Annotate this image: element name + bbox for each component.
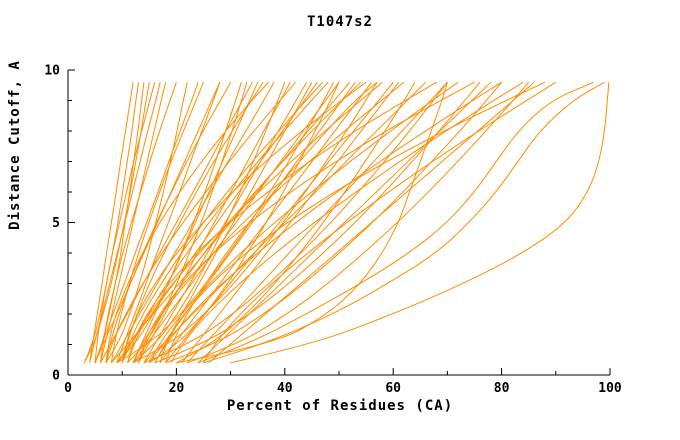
- model-curve: [105, 81, 296, 363]
- x-tick-label: 60: [385, 381, 401, 396]
- model-curve: [143, 81, 448, 364]
- model-curve: [132, 82, 259, 364]
- model-curve: [89, 82, 161, 363]
- model-curve: [105, 82, 188, 364]
- model-curve: [230, 82, 610, 364]
- model-curve: [143, 81, 307, 364]
- model-curve: [127, 82, 248, 364]
- x-tick-label: 80: [494, 381, 510, 396]
- model-curve: [89, 82, 134, 363]
- model-curve: [187, 81, 530, 364]
- model-curve: [127, 81, 437, 363]
- model-curve: [94, 82, 156, 363]
- model-curve: [100, 82, 177, 363]
- model-curve: [121, 81, 383, 363]
- model-curve: [208, 81, 535, 364]
- model-curve: [176, 82, 448, 364]
- model-curve: [121, 81, 264, 363]
- y-tick-label: 0: [52, 369, 60, 384]
- x-tick-label: 0: [64, 381, 72, 396]
- chart-title: T1047s2: [306, 14, 373, 30]
- model-curve: [154, 81, 481, 364]
- model-curve: [159, 81, 372, 364]
- model-curve: [148, 81, 356, 364]
- model-curve: [121, 81, 324, 363]
- model-curve: [83, 82, 150, 364]
- model-curve: [100, 81, 253, 364]
- y-axis-title: Distance Cutoff, A: [7, 60, 23, 230]
- model-curve: [94, 81, 221, 364]
- x-tick-label: 100: [598, 381, 622, 396]
- model-curve: [197, 81, 594, 364]
- model-curve: [105, 81, 232, 363]
- model-curve: [110, 82, 204, 363]
- x-tick-label: 40: [277, 381, 293, 396]
- model-curve: [176, 81, 416, 364]
- model-curve: [197, 81, 492, 364]
- model-curve: [138, 81, 475, 363]
- model-curve: [94, 82, 199, 363]
- model-curve: [138, 81, 291, 364]
- model-curve: [165, 81, 394, 364]
- model-curve: [127, 81, 329, 363]
- model-curve: [132, 81, 340, 364]
- model-curve: [105, 81, 269, 363]
- model-curve: [165, 81, 502, 364]
- model-curve: [116, 81, 318, 364]
- model-curve: [203, 81, 605, 364]
- y-tick-label: 5: [52, 216, 60, 231]
- model-curve: [154, 81, 502, 364]
- model-curve: [132, 82, 286, 364]
- model-curve: [181, 81, 399, 364]
- x-axis-title: Percent of Residues (CA): [226, 398, 454, 414]
- model-curve: [132, 81, 378, 364]
- model-curve: [148, 81, 459, 364]
- model-curve: [203, 81, 557, 364]
- y-tick-label: 10: [44, 64, 60, 79]
- model-curve: [83, 82, 139, 364]
- model-curve: [116, 82, 221, 363]
- model-curve: [116, 81, 335, 364]
- model-curve: [100, 82, 167, 363]
- model-curve: [110, 81, 275, 364]
- x-tick-label: 20: [169, 381, 185, 396]
- model-curve: [143, 81, 427, 364]
